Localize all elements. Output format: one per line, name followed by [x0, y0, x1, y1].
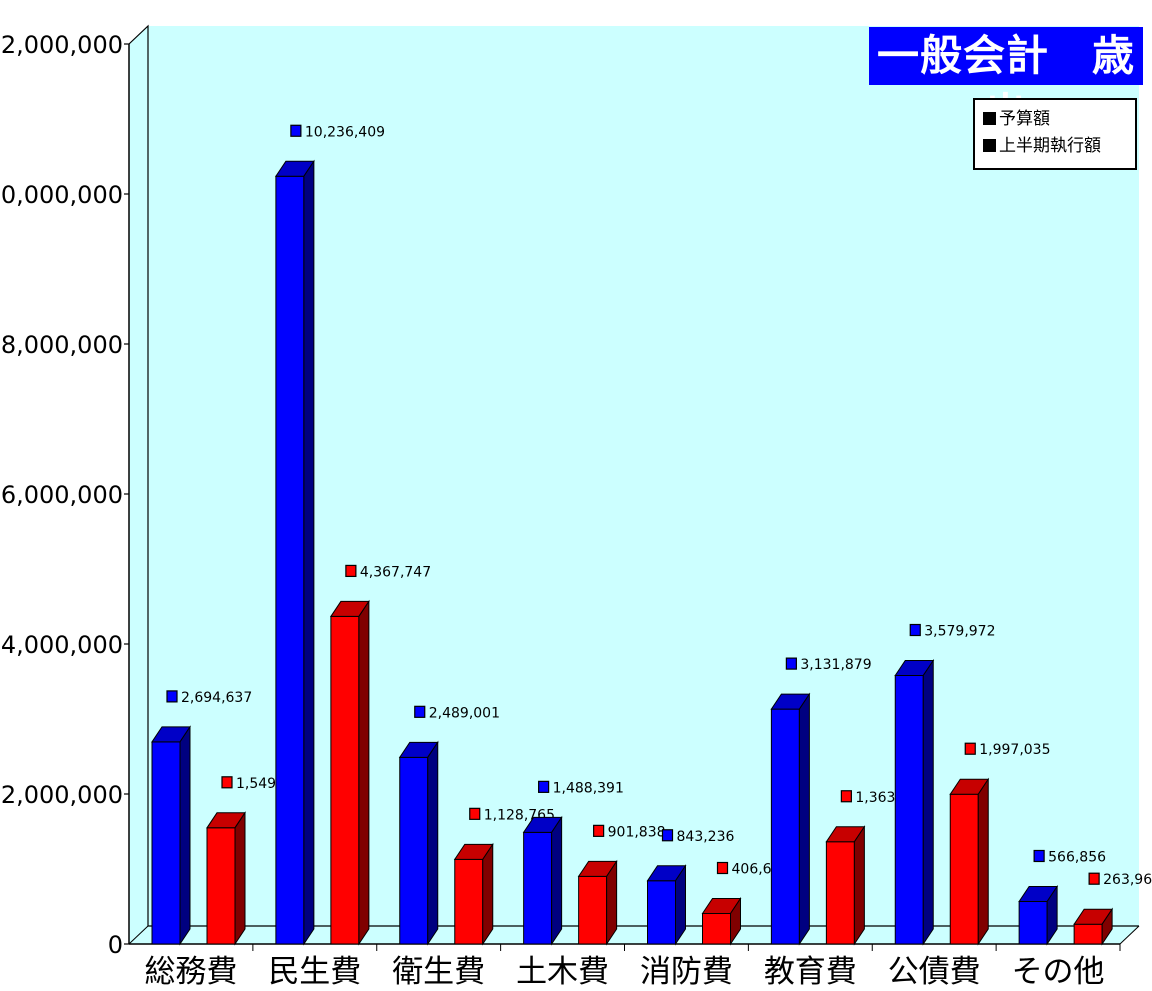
x-tick-label: 総務費 [144, 954, 237, 987]
data-label-swatch [469, 807, 481, 820]
bar-side [798, 692, 810, 946]
bar [647, 880, 676, 945]
bar-side [1101, 907, 1113, 946]
bar-side [730, 896, 741, 946]
bar [578, 875, 608, 945]
bar-side [853, 825, 865, 946]
data-label: 263,969 [1103, 872, 1152, 888]
floor-edge-right [1119, 925, 1140, 945]
bar [523, 831, 553, 945]
data-label-swatch [909, 623, 921, 637]
bar-side [977, 777, 989, 946]
bar [702, 913, 731, 945]
data-label: 843,236 [677, 829, 735, 845]
x-tick-label: 消防費 [640, 954, 733, 987]
data-label-swatch [1033, 849, 1045, 863]
y-tick-label: 0 [108, 931, 123, 959]
data-label-swatch [716, 861, 729, 875]
data-label: 901,838 [608, 824, 666, 840]
x-tick-label: 民生費 [268, 954, 361, 987]
bar-side [234, 811, 246, 946]
x-tick-label: 土木費 [516, 954, 609, 987]
legend-item-executed: 上半期執行額 [983, 133, 1127, 160]
bar [894, 675, 924, 945]
data-label-swatch [1088, 872, 1100, 885]
x-tick-label: 教育費 [764, 954, 857, 987]
bar [206, 827, 236, 945]
data-label: 566,856 [1048, 849, 1106, 865]
legend-label-budget: 予算額 [999, 109, 1050, 129]
bar-side [606, 859, 618, 946]
data-label: 3,579,972 [924, 624, 995, 640]
y-tick-label: 8,000,000 [1, 331, 123, 359]
bar [454, 858, 484, 945]
data-label-swatch [345, 564, 357, 578]
x-tick-label: 衛生費 [392, 954, 485, 987]
bar [1073, 923, 1103, 945]
data-label: 1,488,391 [553, 780, 624, 796]
bar-side [358, 599, 370, 946]
y-tick-label: 10,000,000 [0, 181, 123, 209]
back-wall-edge [128, 24, 1139, 927]
bar [949, 793, 979, 945]
chart-title: 一般会計 歳出 [869, 27, 1143, 138]
data-label: 2,694,637 [181, 690, 252, 706]
bar [825, 841, 855, 945]
data-label-swatch [785, 657, 797, 670]
data-label-swatch [593, 824, 605, 837]
data-label-swatch [221, 776, 233, 789]
bar [330, 615, 360, 945]
bar [1018, 900, 1048, 945]
bar [275, 175, 305, 945]
x-tick-label: その他 [1012, 954, 1105, 987]
data-label: 10,236,409 [305, 124, 385, 140]
data-label: 3,131,879 [800, 657, 871, 673]
bar-side [922, 658, 934, 946]
y-tick-label: 12,000,000 [0, 31, 123, 59]
data-label-swatch [290, 124, 302, 137]
bar-side [551, 815, 563, 946]
legend-swatch-icon [983, 112, 996, 125]
bar-side [179, 725, 191, 946]
y-tick-label: 6,000,000 [1, 481, 123, 509]
legend-swatch-icon [983, 139, 996, 152]
bar-side [1046, 884, 1058, 946]
legend: 予算額 上半期執行額 [973, 98, 1137, 170]
floor-edge-left [128, 925, 149, 945]
plot-area [129, 26, 1139, 944]
data-label-swatch [166, 690, 178, 703]
data-label-swatch [964, 742, 976, 755]
y-tick-label: 4,000,000 [1, 631, 123, 659]
data-label-swatch [840, 790, 852, 803]
bar-side [675, 864, 686, 946]
data-label: 4,367,747 [360, 564, 431, 580]
bar [770, 708, 800, 945]
x-tick-label: 公債費 [888, 954, 981, 987]
data-label: 1,997,035 [979, 742, 1050, 758]
data-label: 2,489,001 [429, 705, 500, 721]
bar-side [482, 842, 494, 946]
legend-label-executed: 上半期執行額 [999, 136, 1101, 156]
bar [151, 741, 181, 945]
data-label-swatch [538, 780, 550, 793]
bar-side [303, 159, 315, 946]
bar-side [427, 740, 439, 946]
bar [399, 756, 429, 945]
y-tick-label: 2,000,000 [1, 781, 123, 809]
data-label-swatch [414, 705, 426, 718]
legend-item-budget: 予算額 [983, 106, 1127, 133]
data-label-swatch [661, 829, 674, 842]
